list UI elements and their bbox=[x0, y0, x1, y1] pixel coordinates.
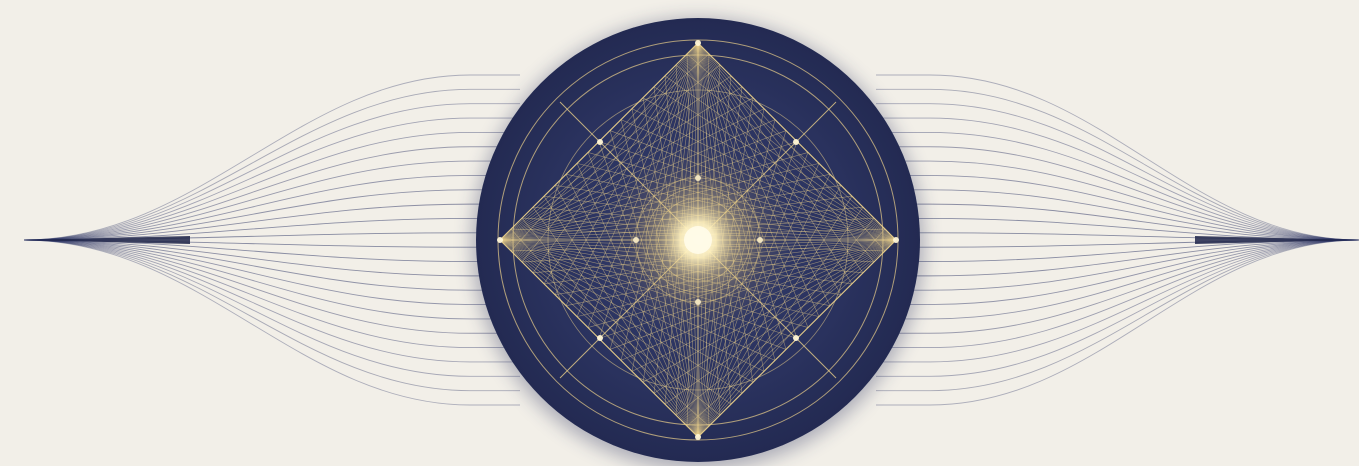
right-line-fan bbox=[876, 74, 1359, 406]
fan-line bbox=[23, 203, 520, 241]
node-dot bbox=[597, 139, 603, 145]
node-dot bbox=[893, 237, 899, 243]
fan-line bbox=[876, 239, 1359, 392]
fan-line bbox=[876, 103, 1359, 241]
fan-line bbox=[876, 239, 1359, 377]
node-dot bbox=[793, 139, 799, 145]
fan-line bbox=[23, 239, 520, 277]
fan-line bbox=[876, 239, 1359, 349]
fan-line bbox=[876, 189, 1359, 241]
fan-line bbox=[23, 239, 520, 392]
fan-line bbox=[876, 239, 1359, 406]
node-dot bbox=[497, 237, 503, 243]
fan-line bbox=[876, 239, 1359, 291]
fan-line bbox=[23, 239, 520, 377]
fan-line bbox=[876, 146, 1359, 241]
fan-line bbox=[876, 239, 1359, 306]
fan-line bbox=[876, 160, 1359, 241]
fan-line bbox=[23, 189, 520, 241]
fan-line bbox=[23, 88, 520, 241]
fan-line bbox=[876, 131, 1359, 241]
fan-line bbox=[23, 239, 520, 363]
fan-line bbox=[876, 88, 1359, 241]
fan-line bbox=[876, 239, 1359, 320]
fan-line bbox=[23, 174, 520, 241]
fan-line bbox=[23, 74, 520, 241]
fan-line bbox=[23, 160, 520, 241]
fan-line bbox=[876, 239, 1359, 277]
fan-line bbox=[876, 239, 1359, 363]
fan-tip bbox=[24, 236, 190, 244]
node-dot bbox=[695, 40, 701, 46]
fan-line bbox=[23, 239, 520, 320]
node-dot bbox=[597, 335, 603, 341]
fan-line bbox=[23, 239, 520, 349]
node-dot bbox=[793, 335, 799, 341]
glow-core bbox=[684, 226, 712, 254]
fan-line bbox=[23, 131, 520, 241]
node-dot bbox=[695, 434, 701, 440]
fan-line bbox=[876, 74, 1359, 241]
fan-line bbox=[876, 203, 1359, 241]
fan-tip bbox=[1195, 236, 1359, 244]
fan-line bbox=[23, 239, 520, 406]
left-line-fan bbox=[23, 74, 520, 406]
fan-line bbox=[23, 103, 520, 241]
fan-line bbox=[23, 239, 520, 334]
fan-line bbox=[23, 117, 520, 241]
fan-line bbox=[876, 239, 1359, 334]
fan-line bbox=[876, 174, 1359, 241]
fan-line bbox=[876, 117, 1359, 241]
fan-line bbox=[23, 239, 520, 306]
fan-line bbox=[23, 239, 520, 291]
fan-line bbox=[23, 146, 520, 241]
